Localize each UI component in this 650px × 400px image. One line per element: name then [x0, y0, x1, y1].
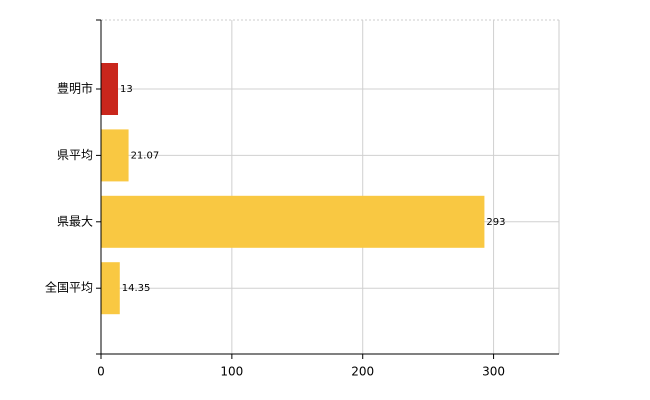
bar	[101, 195, 485, 248]
value-label: 293	[486, 217, 505, 228]
bar	[101, 262, 120, 315]
value-label: 14.35	[122, 283, 151, 294]
x-tick-label: 100	[220, 365, 243, 379]
x-tick-label: 300	[482, 365, 505, 379]
bar	[101, 129, 129, 182]
x-tick-label: 0	[97, 365, 105, 379]
x-tick-label: 200	[351, 365, 374, 379]
y-tick-label: 県最大	[57, 214, 93, 228]
value-label: 21.07	[131, 150, 160, 161]
y-tick-label: 県平均	[57, 148, 93, 162]
bar	[101, 63, 119, 115]
value-label: 13	[120, 84, 133, 95]
y-tick-label: 全国平均	[45, 280, 93, 295]
y-tick-label: 豊明市	[57, 81, 93, 96]
